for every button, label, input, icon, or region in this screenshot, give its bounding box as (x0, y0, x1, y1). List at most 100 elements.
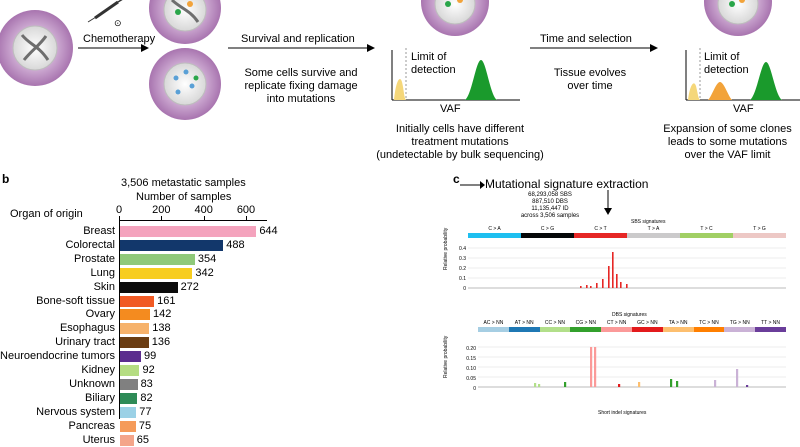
organ-bar (120, 295, 155, 307)
dbs-title: DBS signatures (612, 312, 647, 318)
sbs-bar (580, 286, 582, 288)
signature-group-label: T > G (753, 226, 766, 232)
organ-bar (120, 365, 140, 376)
organ-label: Unknown (69, 377, 115, 390)
bar-value-label: 354 (197, 252, 217, 265)
bar-value-label: 488 (226, 238, 245, 251)
sbs-ytick: 0.1 (459, 276, 466, 282)
signature-group-color (478, 327, 509, 332)
organ-bar (120, 239, 224, 251)
bar-value-label: 142 (153, 308, 172, 321)
organ-label: Colorectal (65, 238, 115, 251)
organ-label: Kidney (81, 364, 115, 376)
signature-group: CT > NN (601, 320, 632, 334)
dbs-signature-plot (478, 346, 786, 388)
dbs-bar (564, 382, 567, 387)
middle-cell (421, 0, 489, 36)
organ-bar (120, 337, 149, 349)
vaf-label-initial: VAF (440, 103, 461, 115)
signature-group-color (521, 233, 574, 238)
organ-bar (120, 253, 195, 265)
treated-cell-top (149, 0, 221, 44)
sbs-yticks: 0.4 0.3 0.2 0.1 0 (452, 246, 466, 292)
organ-bar (120, 323, 150, 335)
organ-bar (120, 267, 193, 279)
sbs-bar (620, 282, 622, 288)
dbs-bar (618, 384, 621, 387)
bar-value-label: 75 (138, 419, 152, 432)
organ-bar (120, 378, 138, 390)
signature-group: T > A (627, 226, 680, 240)
chemo-label: Chemotherapy (83, 33, 156, 45)
axis-title: Number of samples (136, 191, 232, 203)
signature-group-label: TG > NN (729, 320, 750, 326)
sbs-bar (608, 266, 610, 288)
x-tick-label: 600 (236, 204, 256, 216)
sbs-ylabel: Relative probability (443, 227, 449, 270)
bar-value-label: 92 (142, 364, 155, 376)
sbs-title: SBS signatures (631, 219, 666, 225)
signature-group-color (627, 233, 680, 238)
bar-value-label: 272 (180, 280, 199, 293)
sbs-ytick: 0.4 (459, 246, 466, 252)
panel-a-graphics (0, 0, 800, 120)
vaf-label-expanded: VAF (733, 103, 754, 115)
sbs-ytick: 0.2 (459, 266, 466, 272)
organ-bar (120, 351, 141, 363)
timer-icon: ⊙ (114, 18, 122, 28)
x-tick-label: 0 (115, 204, 123, 216)
counts-arrow (604, 190, 612, 215)
organ-bar (120, 392, 138, 404)
organ-label: Nervous system (36, 405, 115, 418)
expansion-text: Expansion of some clones leads to some m… (663, 123, 792, 161)
survive-text: Some cells survive and replicate fixing … (244, 67, 358, 105)
signature-group-label: AT > NN (514, 320, 534, 326)
signature-group-color (733, 233, 786, 238)
signature-group-color (693, 327, 725, 332)
signature-group-label: C > A (488, 226, 501, 232)
dbs-ytick: 0 (473, 386, 476, 392)
signature-group: CC > NN (539, 320, 571, 334)
bar-value-label: 161 (157, 294, 176, 307)
limit-label-expanded: Limit of detection (704, 51, 749, 76)
organ-bar (120, 281, 178, 293)
signature-group: CG > NN (570, 320, 602, 334)
signature-group-color (570, 327, 602, 332)
sbs-signature-plot (468, 247, 786, 289)
organ-label: Biliary (85, 391, 115, 404)
dbs-bar (590, 347, 593, 387)
signature-group: C > T (574, 226, 627, 240)
organ-label: Prostate (74, 252, 115, 265)
sbs-bar (612, 252, 614, 288)
signature-group-color (662, 327, 694, 332)
signature-group-label: C > G (540, 226, 555, 232)
signature-group-label: TA > NN (668, 320, 688, 326)
evolve-text: Tissue evolves over time (553, 67, 627, 92)
bar-value-label: 65 (136, 433, 149, 446)
panel-b-title: 3,506 metastatic samples (121, 177, 246, 189)
x-axis-line (119, 220, 268, 221)
sbs-bar (616, 274, 618, 288)
limit-label-initial: Limit of detection (411, 51, 456, 76)
signature-group-label: TT > NN (761, 320, 781, 326)
dbs-ytick: 0.05 (466, 376, 476, 382)
organ-bar (120, 226, 257, 237)
organ-bar (120, 434, 134, 446)
signature-group-color (755, 327, 786, 332)
organ-label: Uterus (82, 433, 115, 446)
dbs-ytick: 0.15 (466, 356, 476, 362)
expanded-cell (704, 0, 772, 36)
x-tick-mark (246, 216, 247, 220)
bar-value-label: 138 (152, 322, 171, 335)
x-tick-mark (119, 216, 120, 220)
sbs-bar (590, 286, 592, 288)
organ-label: Breast (83, 225, 115, 237)
panel-b-letter: b (2, 172, 10, 186)
signature-group: T > G (733, 226, 786, 240)
x-tick-label: 200 (152, 204, 171, 216)
time-label: Time and selection (540, 33, 632, 45)
bar-chart: 0 200 400 600 Breast 644 Colorectal 488 Prostate… (0, 0, 300, 446)
sbs-ytick: 0 (463, 286, 466, 292)
organ-bar (120, 309, 151, 321)
signature-group-label: GC > NN (637, 320, 658, 326)
